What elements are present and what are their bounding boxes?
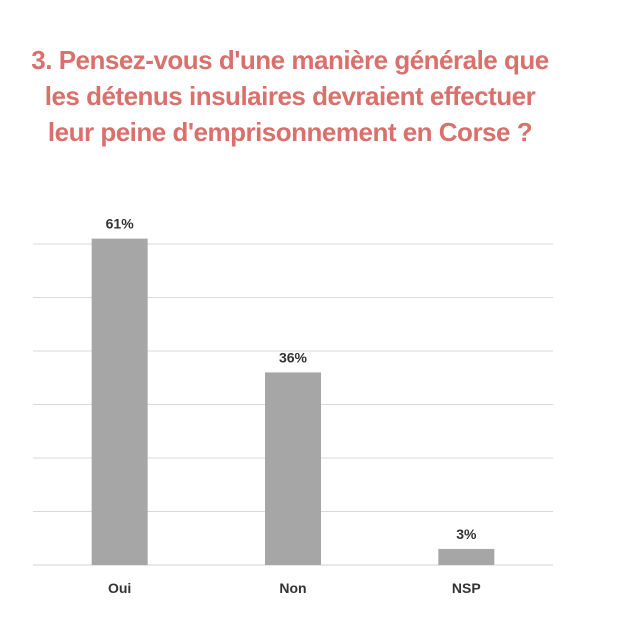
data-label-oui: 61% xyxy=(106,216,135,232)
title-line-3: leur peine d'emprisonnement en Corse ? xyxy=(47,117,533,147)
data-label-non: 36% xyxy=(279,349,308,365)
category-label-oui: Oui xyxy=(108,580,131,596)
category-label-nsp: NSP xyxy=(452,580,481,596)
chart-title: 3. Pensez-vous d'une manière générale qu… xyxy=(0,42,580,150)
data-label-nsp: 3% xyxy=(456,526,477,542)
category-label-non: Non xyxy=(279,580,306,596)
title-line-1: 3. Pensez-vous d'une manière générale qu… xyxy=(31,45,549,75)
bar-oui xyxy=(91,238,148,565)
bar-nsp xyxy=(438,548,495,565)
bar-non xyxy=(265,372,321,565)
title-line-2: les détenus insulaires devraient effectu… xyxy=(44,81,536,111)
